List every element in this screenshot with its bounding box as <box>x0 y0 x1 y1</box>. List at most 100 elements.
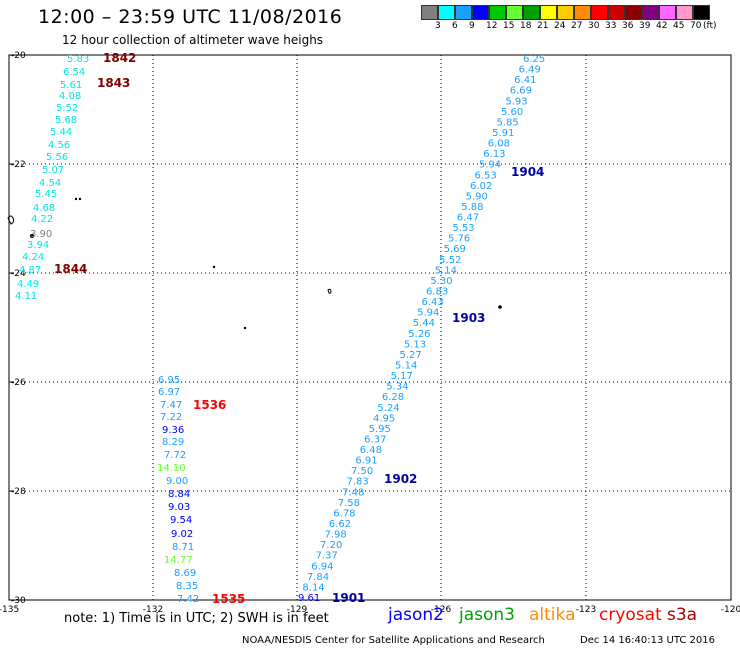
wave-height-value: 5.27 <box>399 350 421 361</box>
wave-height-value: 3.90 <box>30 229 52 240</box>
satellite-legend-altika: altika <box>529 605 576 625</box>
wave-height-value: 5.17 <box>391 371 413 382</box>
wave-height-value: 7.84 <box>307 572 329 583</box>
wave-height-value: 4.49 <box>17 279 39 290</box>
wave-height-value: 5.30 <box>430 276 452 287</box>
wave-height-value: 7.42 <box>177 594 199 605</box>
wave-height-value: 5.91 <box>492 128 514 139</box>
wave-height-value: 14.77 <box>164 555 193 566</box>
x-tick-label: -120 <box>721 605 740 615</box>
timestamp-text: Dec 14 16:40:13 UTC 2016 <box>580 635 715 646</box>
y-tick-label: -22 <box>11 160 26 170</box>
track-time-label: 1842 <box>103 51 136 65</box>
colorbar-labels: 3 6 9 12 15 18 21 24 27 30 33 36 39 42 45 70 (ft) <box>421 21 740 35</box>
colorbar-label: 36 <box>622 21 634 31</box>
track-time-label: 1904 <box>511 165 544 179</box>
island-mark <box>30 234 34 238</box>
wave-height-value: 7.47 <box>160 400 182 411</box>
track-time-label: 1902 <box>384 472 417 486</box>
wave-height-value: 6.91 <box>355 456 377 467</box>
colorbar <box>421 5 710 20</box>
wave-height-value: 8.84 <box>168 489 190 500</box>
wave-height-value: 6.49 <box>519 65 541 76</box>
colorbar-label: 30 <box>588 21 600 31</box>
wave-height-value: 5.24 <box>377 403 399 414</box>
colorbar-swatch <box>608 5 625 20</box>
x-tick-label: -123 <box>576 605 596 615</box>
altimeter-tracks: 5.836.545.614.085.525.685.444.565.565.07… <box>15 51 545 606</box>
wave-height-value: 9.02 <box>171 529 193 540</box>
wave-height-value: 14.10 <box>157 463 186 474</box>
wave-height-value: 9.54 <box>170 515 192 526</box>
wave-height-value: 4.22 <box>31 214 53 225</box>
wave-height-value: 6.53 <box>474 170 496 181</box>
islands <box>7 197 502 330</box>
wave-height-value: 5.60 <box>501 107 523 118</box>
wave-height-value: 5.52 <box>439 255 461 266</box>
credit-text: NOAA/NESDIS Center for Satellite Applica… <box>242 635 545 646</box>
island-mark <box>498 305 502 309</box>
colorbar-swatch <box>455 5 472 20</box>
wave-height-value: 6.08 <box>488 139 510 150</box>
colorbar-label: 70 <box>690 21 702 31</box>
map-subtitle: 12 hour collection of altimeter wave hei… <box>62 33 324 47</box>
wave-height-value: 8.69 <box>174 568 196 579</box>
y-tick-label: -30 <box>11 596 26 606</box>
footer-note: note: 1) Time is in UTC; 2) SWH is in fe… <box>64 611 329 626</box>
wave-height-value: 7.83 <box>347 477 369 488</box>
satellite-legend-s3a: s3a <box>667 605 698 625</box>
wave-height-value: 5.53 <box>452 223 474 234</box>
y-tick-label: -26 <box>11 378 26 388</box>
track-time-label: 1901 <box>332 591 365 605</box>
island-mark <box>7 215 15 225</box>
wave-height-value: 7.20 <box>320 540 342 551</box>
x-tick-label: -132 <box>143 605 163 615</box>
satellite-legend-cryosat: cryosat <box>599 605 662 625</box>
satellite-legend-jason2: jason2 <box>388 605 444 625</box>
colorbar-label: 3 <box>435 21 441 31</box>
wave-height-value: 4.87 <box>19 265 41 276</box>
colorbar-swatch <box>557 5 574 20</box>
wave-height-value: 5.88 <box>461 202 483 213</box>
wave-height-value: 4.08 <box>59 91 81 102</box>
wave-height-value: 4.24 <box>22 252 44 263</box>
track-time-label: 1844 <box>54 262 87 276</box>
colorbar-swatch <box>472 5 489 20</box>
colorbar-swatch <box>540 5 557 20</box>
colorbar-swatch <box>642 5 659 20</box>
wave-height-value: 6.83 <box>426 287 448 298</box>
map-title: 12:00 – 23:59 UTC 11/08/2016 <box>38 6 343 28</box>
wave-height-value: 5.34 <box>386 382 408 393</box>
wave-height-value: 4.11 <box>15 291 37 302</box>
wave-height-value: 6.28 <box>382 392 404 403</box>
wave-height-value: 6.37 <box>364 434 386 445</box>
axis-ticks: -135 -132 -129 -126 -123 -120 -20 -22 -24 -26 -28 -… <box>0 51 740 615</box>
wave-height-value: 5.93 <box>505 96 527 107</box>
colorbar-swatch <box>574 5 591 20</box>
wave-height-value: 4.68 <box>33 203 55 214</box>
wave-height-value: 6.13 <box>483 149 505 160</box>
wave-height-value: 6.69 <box>510 86 532 97</box>
colorbar-label: (ft) <box>703 21 717 31</box>
wave-height-value: 3.94 <box>27 240 49 251</box>
colorbar-label: 12 <box>486 21 498 31</box>
wave-height-value: 8.29 <box>162 437 184 448</box>
wave-height-value: 4.95 <box>373 413 395 424</box>
grid-lines <box>9 55 731 600</box>
wave-height-value: 9.00 <box>166 476 188 487</box>
wave-height-value: 7.22 <box>160 412 182 423</box>
colorbar-swatch <box>659 5 676 20</box>
colorbar-swatch <box>625 5 642 20</box>
wave-height-value: 5.85 <box>497 117 519 128</box>
wave-height-value: 8.14 <box>302 582 324 593</box>
wave-height-value: 5.69 <box>444 244 466 255</box>
wave-height-value: 6.54 <box>63 67 85 78</box>
x-tick-label: -135 <box>0 605 19 615</box>
colorbar-swatch <box>693 5 710 20</box>
wave-height-value: 5.13 <box>404 339 426 350</box>
wave-height-value: 6.47 <box>457 213 479 224</box>
satellite-legend-jason3: jason3 <box>459 605 515 625</box>
colorbar-label: 24 <box>554 21 566 31</box>
wave-height-value: 9.03 <box>168 502 190 513</box>
